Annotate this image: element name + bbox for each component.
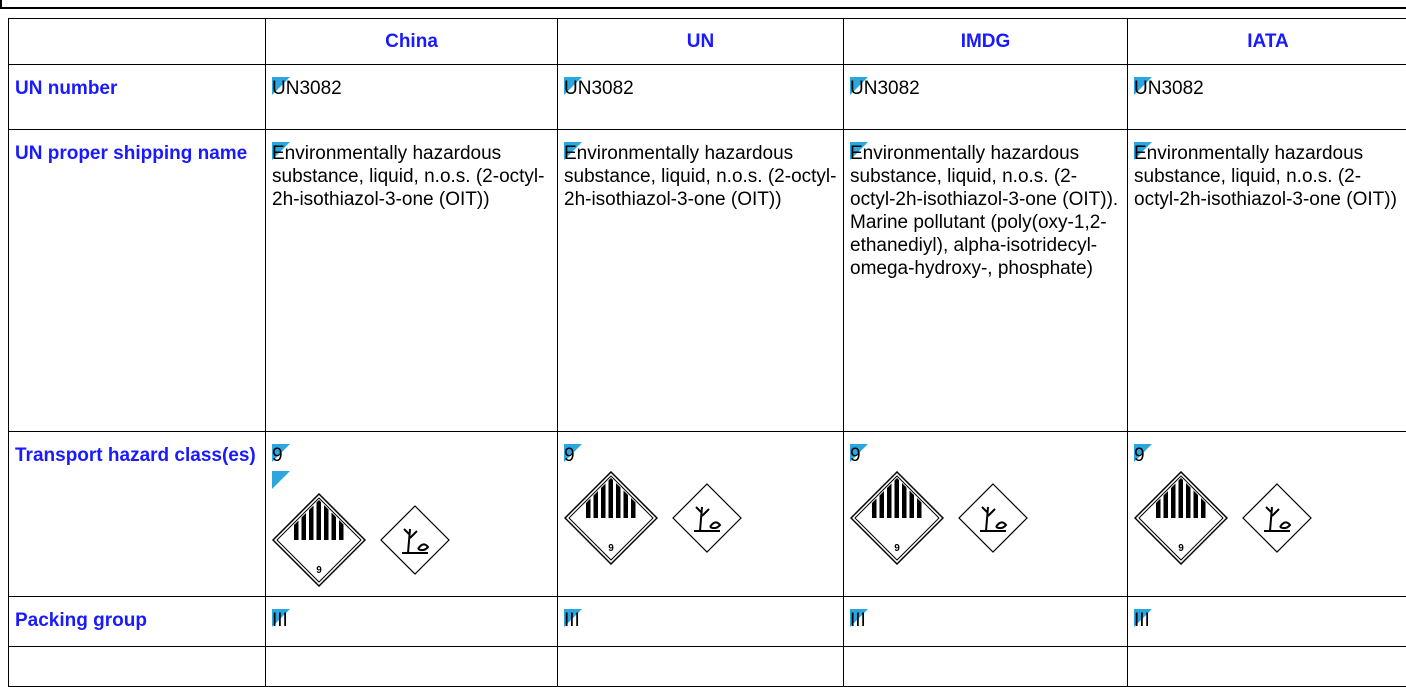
table-cell: UN3082 xyxy=(844,65,1128,130)
table-cell: Environmentally hazardous substance, liq… xyxy=(844,130,1128,432)
table-row: UN number UN3082 UN3082 UN3082 UN3082 xyxy=(9,65,1406,130)
environment-pictogram xyxy=(1242,483,1312,553)
cell-text: UN3082 xyxy=(272,77,551,100)
table-row: Packing group III III III III xyxy=(9,597,1406,647)
pictograms: 9 xyxy=(1134,471,1402,565)
cell-text: 9 xyxy=(1134,444,1402,467)
class9-pictogram: 9 xyxy=(564,471,658,565)
flag xyxy=(272,471,290,489)
pictogram-label: 9 xyxy=(1178,543,1184,554)
table-cell: III xyxy=(266,597,558,647)
class9-pictogram: 9 xyxy=(272,493,366,587)
column-header: IMDG xyxy=(844,19,1128,65)
table-cell: Environmentally hazardous substance, liq… xyxy=(1128,130,1406,432)
cell-text: III xyxy=(272,609,551,632)
table-cell: UN3082 xyxy=(266,65,558,130)
table-cell: III xyxy=(558,597,844,647)
empty-cell xyxy=(266,647,558,687)
environment-pictogram xyxy=(958,483,1028,553)
pictogram-label: 9 xyxy=(608,543,614,554)
empty-cell xyxy=(9,647,266,687)
table-cell: UN3082 xyxy=(558,65,844,130)
pictograms: 9 xyxy=(850,471,1121,565)
table-cell: Environmentally hazardous substance, liq… xyxy=(558,130,844,432)
class9-pictogram: 9 xyxy=(850,471,944,565)
column-header: IATA xyxy=(1128,19,1406,65)
pictogram-label: 9 xyxy=(894,543,900,554)
cell-text: Environmentally hazardous substance, liq… xyxy=(272,142,551,211)
environment-pictogram xyxy=(672,483,742,553)
row-label: UN number xyxy=(9,65,266,130)
cell-text: Environmentally hazardous substance, liq… xyxy=(1134,142,1402,211)
table-cell: III xyxy=(1128,597,1406,647)
table-cell: III xyxy=(844,597,1128,647)
cell-text: 9 xyxy=(272,444,551,467)
cell-text: Environmentally hazardous substance, liq… xyxy=(564,142,837,211)
frame xyxy=(0,0,1406,9)
column-header: UN xyxy=(558,19,844,65)
cell-text: UN3082 xyxy=(564,77,837,100)
row-label: UN proper shipping name xyxy=(9,130,266,432)
cell-text: Environmentally hazardous substance, liq… xyxy=(850,142,1121,280)
cell-text: 9 xyxy=(850,444,1121,467)
cell-text: III xyxy=(1134,609,1402,632)
environment-pictogram xyxy=(380,505,450,575)
cell-text: UN3082 xyxy=(850,77,1121,100)
pictograms: 9 xyxy=(272,493,551,587)
column-header: China xyxy=(266,19,558,65)
cell-text: 9 xyxy=(564,444,837,467)
cell-text: UN3082 xyxy=(1134,77,1402,100)
empty-row xyxy=(9,647,1406,687)
row-label: Packing group xyxy=(9,597,266,647)
cell-text: III xyxy=(564,609,837,632)
class9-pictogram: 9 xyxy=(1134,471,1228,565)
cell-text: III xyxy=(850,609,1121,632)
table-cell: Environmentally hazardous substance, liq… xyxy=(266,130,558,432)
empty-cell xyxy=(558,647,844,687)
corner-cell xyxy=(9,19,266,65)
pictogram-label: 9 xyxy=(316,565,322,576)
row-label: Transport hazard class(es) xyxy=(9,432,266,597)
empty-cell xyxy=(844,647,1128,687)
table-cell: UN3082 xyxy=(1128,65,1406,130)
empty-cell xyxy=(1128,647,1406,687)
pictograms: 9 xyxy=(564,471,837,565)
